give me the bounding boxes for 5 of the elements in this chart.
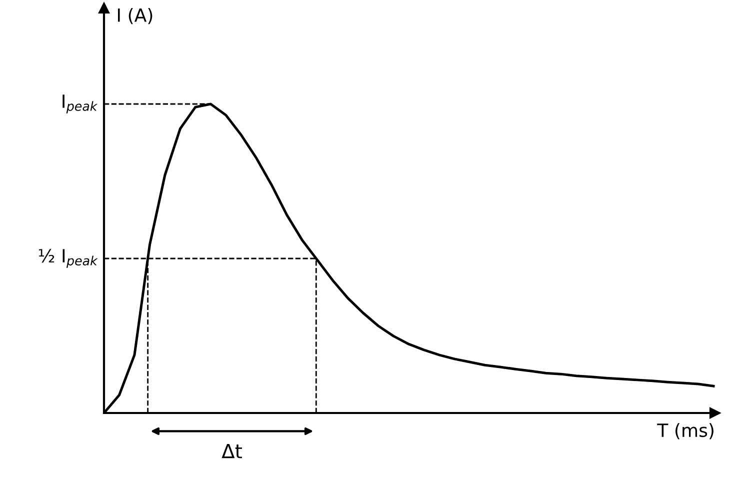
x-axis-title: T (ms) (657, 423, 714, 440)
ref-line-label: ½ I$_{peak}$ (38, 248, 98, 268)
ref-line-label: I$_{peak}$ (62, 94, 98, 114)
text: Δt (222, 444, 242, 458)
y-axis-title: I (A) (118, 8, 152, 24)
